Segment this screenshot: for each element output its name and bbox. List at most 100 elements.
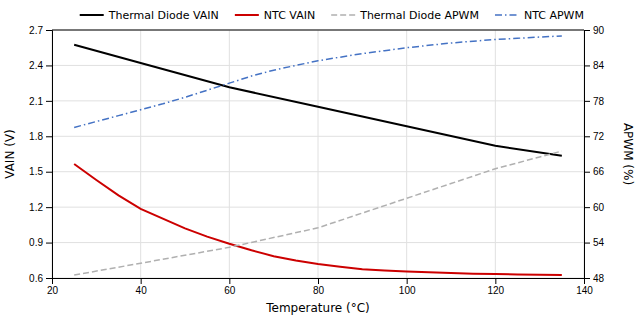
legend: Thermal Diode VAIN NTC VAIN Thermal Diode … xyxy=(80,9,584,22)
y2-axis-tick: 84 xyxy=(584,60,605,71)
y2-axis-tick-label: 72 xyxy=(593,131,605,142)
grid-line-y xyxy=(52,242,584,243)
y-axis-tick-label: 1.2 xyxy=(29,202,43,213)
legend-swatch xyxy=(235,14,259,16)
x-axis-tick: 40 xyxy=(136,278,148,296)
y2-axis-tick-label: 90 xyxy=(593,25,605,36)
y-axis-tick-label: 2.7 xyxy=(29,25,43,36)
y2-axis-tick: 78 xyxy=(584,96,605,107)
y2-axis-tick: 54 xyxy=(584,237,605,248)
y2-axis-tick-mark xyxy=(584,207,590,208)
y2-axis-tick-label: 54 xyxy=(593,237,605,248)
y-axis-tick: 2.4 xyxy=(29,60,52,71)
y-axis: 0.6 0.9 1.2 1.5 1.8 2.1 2.4 2.7 xyxy=(29,25,52,284)
grid-line-y xyxy=(52,30,584,31)
legend-label: Thermal Diode VAIN xyxy=(108,9,219,22)
x-axis-tick-mark xyxy=(495,278,496,284)
y-axis-tick-label: 1.5 xyxy=(29,166,43,177)
y-axis-tick: 1.2 xyxy=(29,202,52,213)
y2-axis-tick-mark xyxy=(584,65,590,66)
x-axis-tick: 80 xyxy=(313,278,325,296)
y2-axis-line xyxy=(585,31,591,279)
x-axis-tick-label: 120 xyxy=(487,285,504,296)
plot: 20 40 60 80 100 120 140 0.6 0.9 1.2 1.5 1.8 2.1 2.4 2.… xyxy=(29,25,604,296)
grid-line-x xyxy=(406,30,407,278)
x-axis-tick-mark xyxy=(141,278,142,284)
x-axis: 20 40 60 80 100 120 140 xyxy=(47,278,593,296)
y2-axis-title: APWM (%) xyxy=(621,123,635,185)
y-axis-tick-label: 0.9 xyxy=(29,237,43,248)
chart: 20 40 60 80 100 120 140 0.6 0.9 1.2 1.5 1.8 2.1 2.4 2.… xyxy=(0,0,636,318)
lines xyxy=(74,36,562,275)
y-axis-tick-label: 0.6 xyxy=(29,273,43,284)
y2-axis-tick: 60 xyxy=(584,202,605,213)
legend-label: Thermal Diode APWM xyxy=(359,9,479,22)
y2-axis-tick-mark xyxy=(584,101,590,102)
series-line xyxy=(74,164,562,275)
y-axis-tick-mark xyxy=(46,136,52,137)
series-line xyxy=(74,36,562,128)
y-axis-line xyxy=(46,31,53,279)
y-axis-tick-mark xyxy=(46,207,52,208)
y-axis-tick-mark xyxy=(46,30,52,31)
legend-label: NTC VAIN xyxy=(264,9,315,22)
grid-line-x xyxy=(318,30,319,278)
x-axis-tick: 140 xyxy=(576,278,593,296)
y-axis-tick-mark xyxy=(46,65,52,66)
y-axis-tick-mark xyxy=(46,278,52,279)
y2-axis-tick-label: 48 xyxy=(593,273,605,284)
y-axis-tick: 2.1 xyxy=(29,96,52,107)
y-axis-title: VAIN (V) xyxy=(3,129,17,179)
grid-line-x xyxy=(229,30,230,278)
y-axis-tick: 1.5 xyxy=(29,166,52,177)
grid-line-y xyxy=(52,171,584,172)
y2-axis-tick-mark xyxy=(584,30,590,31)
x-axis-tick: 60 xyxy=(224,278,236,296)
x-axis-tick: 20 xyxy=(47,278,59,296)
y-axis-tick: 2.7 xyxy=(29,25,52,36)
y2-axis-tick: 90 xyxy=(584,25,605,36)
legend-item: Thermal Diode APWM xyxy=(331,9,479,22)
x-axis-tick-label: 40 xyxy=(136,285,148,296)
x-axis-tick-mark xyxy=(318,278,319,284)
x-axis-tick-label: 140 xyxy=(576,285,593,296)
frame-top xyxy=(52,30,584,31)
x-axis-title: Temperature (°C) xyxy=(265,301,370,315)
grid-line-y xyxy=(52,100,584,101)
y2-axis-tick-mark xyxy=(584,172,590,173)
y2-axis-tick-mark xyxy=(584,136,590,137)
y2-axis: 48 54 60 66 72 78 84 90 xyxy=(584,25,605,284)
x-axis-tick: 100 xyxy=(399,278,416,296)
y2-axis-tick-label: 66 xyxy=(593,166,605,177)
legend-swatch xyxy=(80,14,104,16)
y2-axis-tick-mark xyxy=(584,243,590,244)
y-axis-tick: 0.6 xyxy=(29,273,52,284)
y-axis-tick-mark xyxy=(46,172,52,173)
y2-axis-tick: 72 xyxy=(584,131,605,142)
legend-item: NTC VAIN xyxy=(235,9,315,22)
y-axis-tick-label: 1.8 xyxy=(29,131,43,142)
x-axis-tick-mark xyxy=(229,278,230,284)
y2-axis-tick-label: 78 xyxy=(593,96,605,107)
grid xyxy=(52,30,584,278)
y-axis-tick-mark xyxy=(46,243,52,244)
series-line xyxy=(74,151,562,275)
x-axis-tick-label: 60 xyxy=(224,285,236,296)
x-axis-tick-label: 100 xyxy=(399,285,416,296)
grid-line-x xyxy=(140,30,141,278)
y-axis-tick-label: 2.1 xyxy=(29,96,43,107)
y2-axis-tick-label: 60 xyxy=(593,202,605,213)
legend-item: Thermal Diode VAIN xyxy=(80,9,219,22)
grid-line-x xyxy=(495,30,496,278)
y2-axis-tick-label: 84 xyxy=(593,60,605,71)
legend-label: NTC APWM xyxy=(524,9,584,22)
x-axis-tick: 120 xyxy=(487,278,504,296)
y2-axis-tick: 66 xyxy=(584,166,605,177)
x-axis-tick-label: 80 xyxy=(313,285,325,296)
x-axis-tick-mark xyxy=(407,278,408,284)
y2-axis-tick: 48 xyxy=(584,273,605,284)
grid-line-y xyxy=(52,207,584,208)
legend-swatch xyxy=(331,14,355,16)
x-axis-line xyxy=(53,279,585,285)
y2-axis-tick-mark xyxy=(584,278,590,279)
